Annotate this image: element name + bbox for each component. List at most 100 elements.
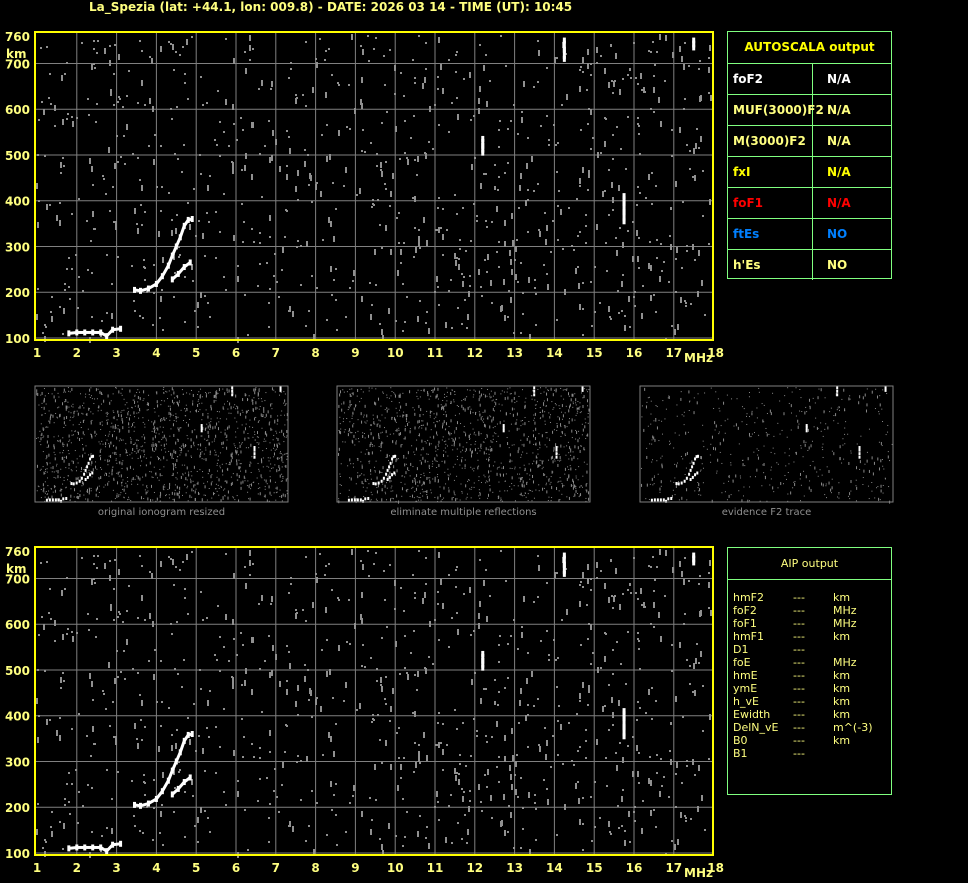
thumb-noise: [412, 486, 414, 488]
noise-echo: [69, 298, 71, 300]
thumb-noise: [193, 445, 195, 447]
thumb-noise: [509, 413, 511, 415]
noise-echo: [686, 245, 688, 247]
thumb-noise: [465, 448, 467, 452]
thumb-noise: [182, 443, 184, 447]
thumb-noise: [394, 473, 396, 477]
noise-echo: [320, 706, 322, 712]
thumb-noise: [535, 442, 537, 446]
thumb-noise: [210, 407, 212, 411]
thumb-noise: [72, 403, 74, 405]
thumb-noise: [133, 411, 135, 415]
noise-echo: [96, 567, 98, 569]
thumb-noise: [368, 460, 370, 462]
thumb-noise: [850, 490, 852, 492]
noise-echo: [463, 276, 465, 278]
thumb-noise: [689, 400, 691, 402]
thumb-noise: [165, 495, 167, 497]
thumb-noise: [703, 446, 705, 448]
noise-echo: [651, 687, 653, 689]
thumb-noise: [266, 483, 268, 485]
noise-echo: [498, 266, 500, 268]
noise-echo: [66, 633, 68, 635]
thumb-noise: [456, 448, 458, 450]
thumb-noise: [577, 493, 579, 495]
thumb-noise: [252, 400, 254, 402]
thumb-noise: [84, 452, 86, 454]
thumb-noise: [139, 455, 141, 459]
thumb-trace-point: [391, 457, 394, 461]
thumb-noise: [431, 390, 433, 392]
thumb-noise: [463, 398, 465, 400]
thumb-noise: [427, 461, 429, 463]
noise-echo: [513, 847, 515, 849]
thumb-noise: [339, 484, 341, 486]
noise-echo: [663, 261, 665, 263]
thumb-noise: [382, 391, 384, 393]
thumb-noise: [163, 456, 165, 460]
noise-echo: [457, 822, 459, 824]
thumb-noise: [428, 464, 430, 468]
thumb-noise: [434, 496, 436, 498]
noise-echo: [669, 235, 671, 237]
thumb-noise: [170, 394, 172, 396]
noise-echo: [137, 743, 139, 749]
thumb-trace-point: [388, 465, 391, 469]
thumb-noise: [173, 402, 175, 404]
noise-echo: [328, 217, 330, 223]
noise-echo: [332, 697, 334, 699]
noise-echo: [38, 200, 40, 202]
thumb-noise: [509, 467, 511, 469]
thumb-noise: [550, 414, 552, 416]
noise-echo: [71, 631, 73, 633]
thumb-noise: [63, 477, 65, 479]
thumb-noise: [153, 466, 155, 468]
noise-echo: [152, 839, 154, 841]
thumb-noise: [134, 395, 136, 397]
noise-echo: [118, 611, 120, 613]
noise-echo: [546, 225, 548, 231]
noise-echo: [191, 551, 193, 553]
thumb-noise: [178, 400, 180, 402]
thumb-noise: [791, 391, 793, 393]
thumb-noise: [501, 467, 503, 469]
noise-echo: [634, 806, 636, 808]
thumb-noise: [130, 440, 132, 444]
thumb-noise: [819, 469, 821, 471]
thumb-noise: [275, 499, 277, 501]
thumb-noise: [265, 479, 267, 483]
noise-echo: [709, 45, 711, 51]
thumb-noise: [201, 396, 203, 398]
thumb-noise: [110, 454, 112, 458]
thumb-noise: [121, 417, 123, 421]
thumb-noise: [373, 418, 375, 420]
thumb-noise: [176, 459, 178, 463]
thumb-noise: [506, 490, 508, 492]
noise-echo: [671, 325, 673, 327]
thumb-noise: [368, 462, 370, 464]
thumb-noise: [101, 440, 103, 442]
thumb-noise: [250, 488, 252, 490]
thumb-noise: [385, 457, 387, 459]
thumb-noise: [428, 468, 430, 470]
noise-echo: [257, 800, 259, 802]
thumb-noise: [115, 452, 117, 454]
noise-echo: [361, 103, 363, 109]
noise-echo: [533, 601, 535, 603]
thumb-noise: [169, 482, 171, 486]
noise-echo: [512, 240, 514, 246]
noise-echo: [675, 806, 677, 808]
thumb-trace-point: [386, 478, 389, 482]
thumb-noise: [286, 456, 288, 458]
thumb-noise: [349, 431, 351, 433]
noise-echo: [461, 838, 463, 840]
noise-echo: [573, 764, 575, 766]
thumb-noise: [577, 407, 579, 409]
thumb-noise: [172, 463, 174, 465]
thumb-noise: [412, 407, 414, 409]
thumb-noise: [154, 411, 156, 413]
thumb-noise: [361, 464, 363, 466]
thumb-noise: [205, 447, 207, 449]
noise-echo: [577, 266, 579, 268]
thumb-trace-point: [86, 465, 89, 469]
